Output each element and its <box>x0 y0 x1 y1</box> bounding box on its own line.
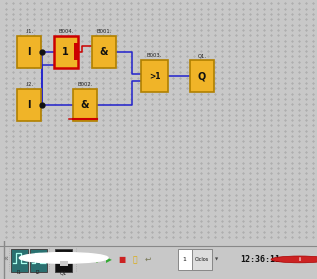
Bar <box>30 249 47 272</box>
Text: 1: 1 <box>62 47 69 57</box>
Text: ↩: ↩ <box>144 255 151 264</box>
Bar <box>74 44 78 60</box>
Text: Q1.: Q1. <box>197 53 207 58</box>
Bar <box>190 60 214 92</box>
Bar <box>178 249 212 270</box>
Text: .I1.: .I1. <box>25 29 33 34</box>
Text: «: « <box>47 255 52 264</box>
Text: Ciclos: Ciclos <box>195 257 209 262</box>
Text: I1: I1 <box>17 270 22 275</box>
Bar <box>17 89 41 121</box>
Bar <box>60 261 68 266</box>
Circle shape <box>271 256 317 263</box>
Text: 12:36:11: 12:36:11 <box>240 255 280 264</box>
Text: B001.: B001. <box>96 29 112 34</box>
Text: .I2.: .I2. <box>25 82 33 87</box>
Text: ■: ■ <box>119 255 126 264</box>
Text: >1: >1 <box>149 71 160 81</box>
Text: I2: I2 <box>36 270 41 275</box>
Text: 1: 1 <box>183 257 186 262</box>
Text: Q: Q <box>198 71 206 81</box>
Bar <box>73 89 97 121</box>
Text: B004.: B004. <box>58 29 74 34</box>
Text: &: & <box>100 47 108 57</box>
Text: I: I <box>28 100 31 110</box>
Text: ⏸: ⏸ <box>133 255 137 264</box>
Text: i: i <box>299 257 301 262</box>
Circle shape <box>19 253 108 263</box>
Bar <box>11 249 28 272</box>
Text: Q1: Q1 <box>60 270 68 275</box>
Bar <box>141 60 168 92</box>
Text: ◆: ◆ <box>94 255 100 264</box>
Text: I: I <box>28 47 31 57</box>
Text: B002.: B002. <box>77 82 93 87</box>
Text: B003.: B003. <box>147 53 162 58</box>
Text: ▶: ▶ <box>107 255 112 264</box>
Bar <box>92 36 116 68</box>
Bar <box>17 36 41 68</box>
Bar <box>192 249 212 270</box>
Bar <box>54 36 78 68</box>
Text: «: « <box>3 255 8 264</box>
Text: ▼: ▼ <box>215 258 218 261</box>
Bar <box>55 249 72 272</box>
Text: &: & <box>81 100 89 110</box>
